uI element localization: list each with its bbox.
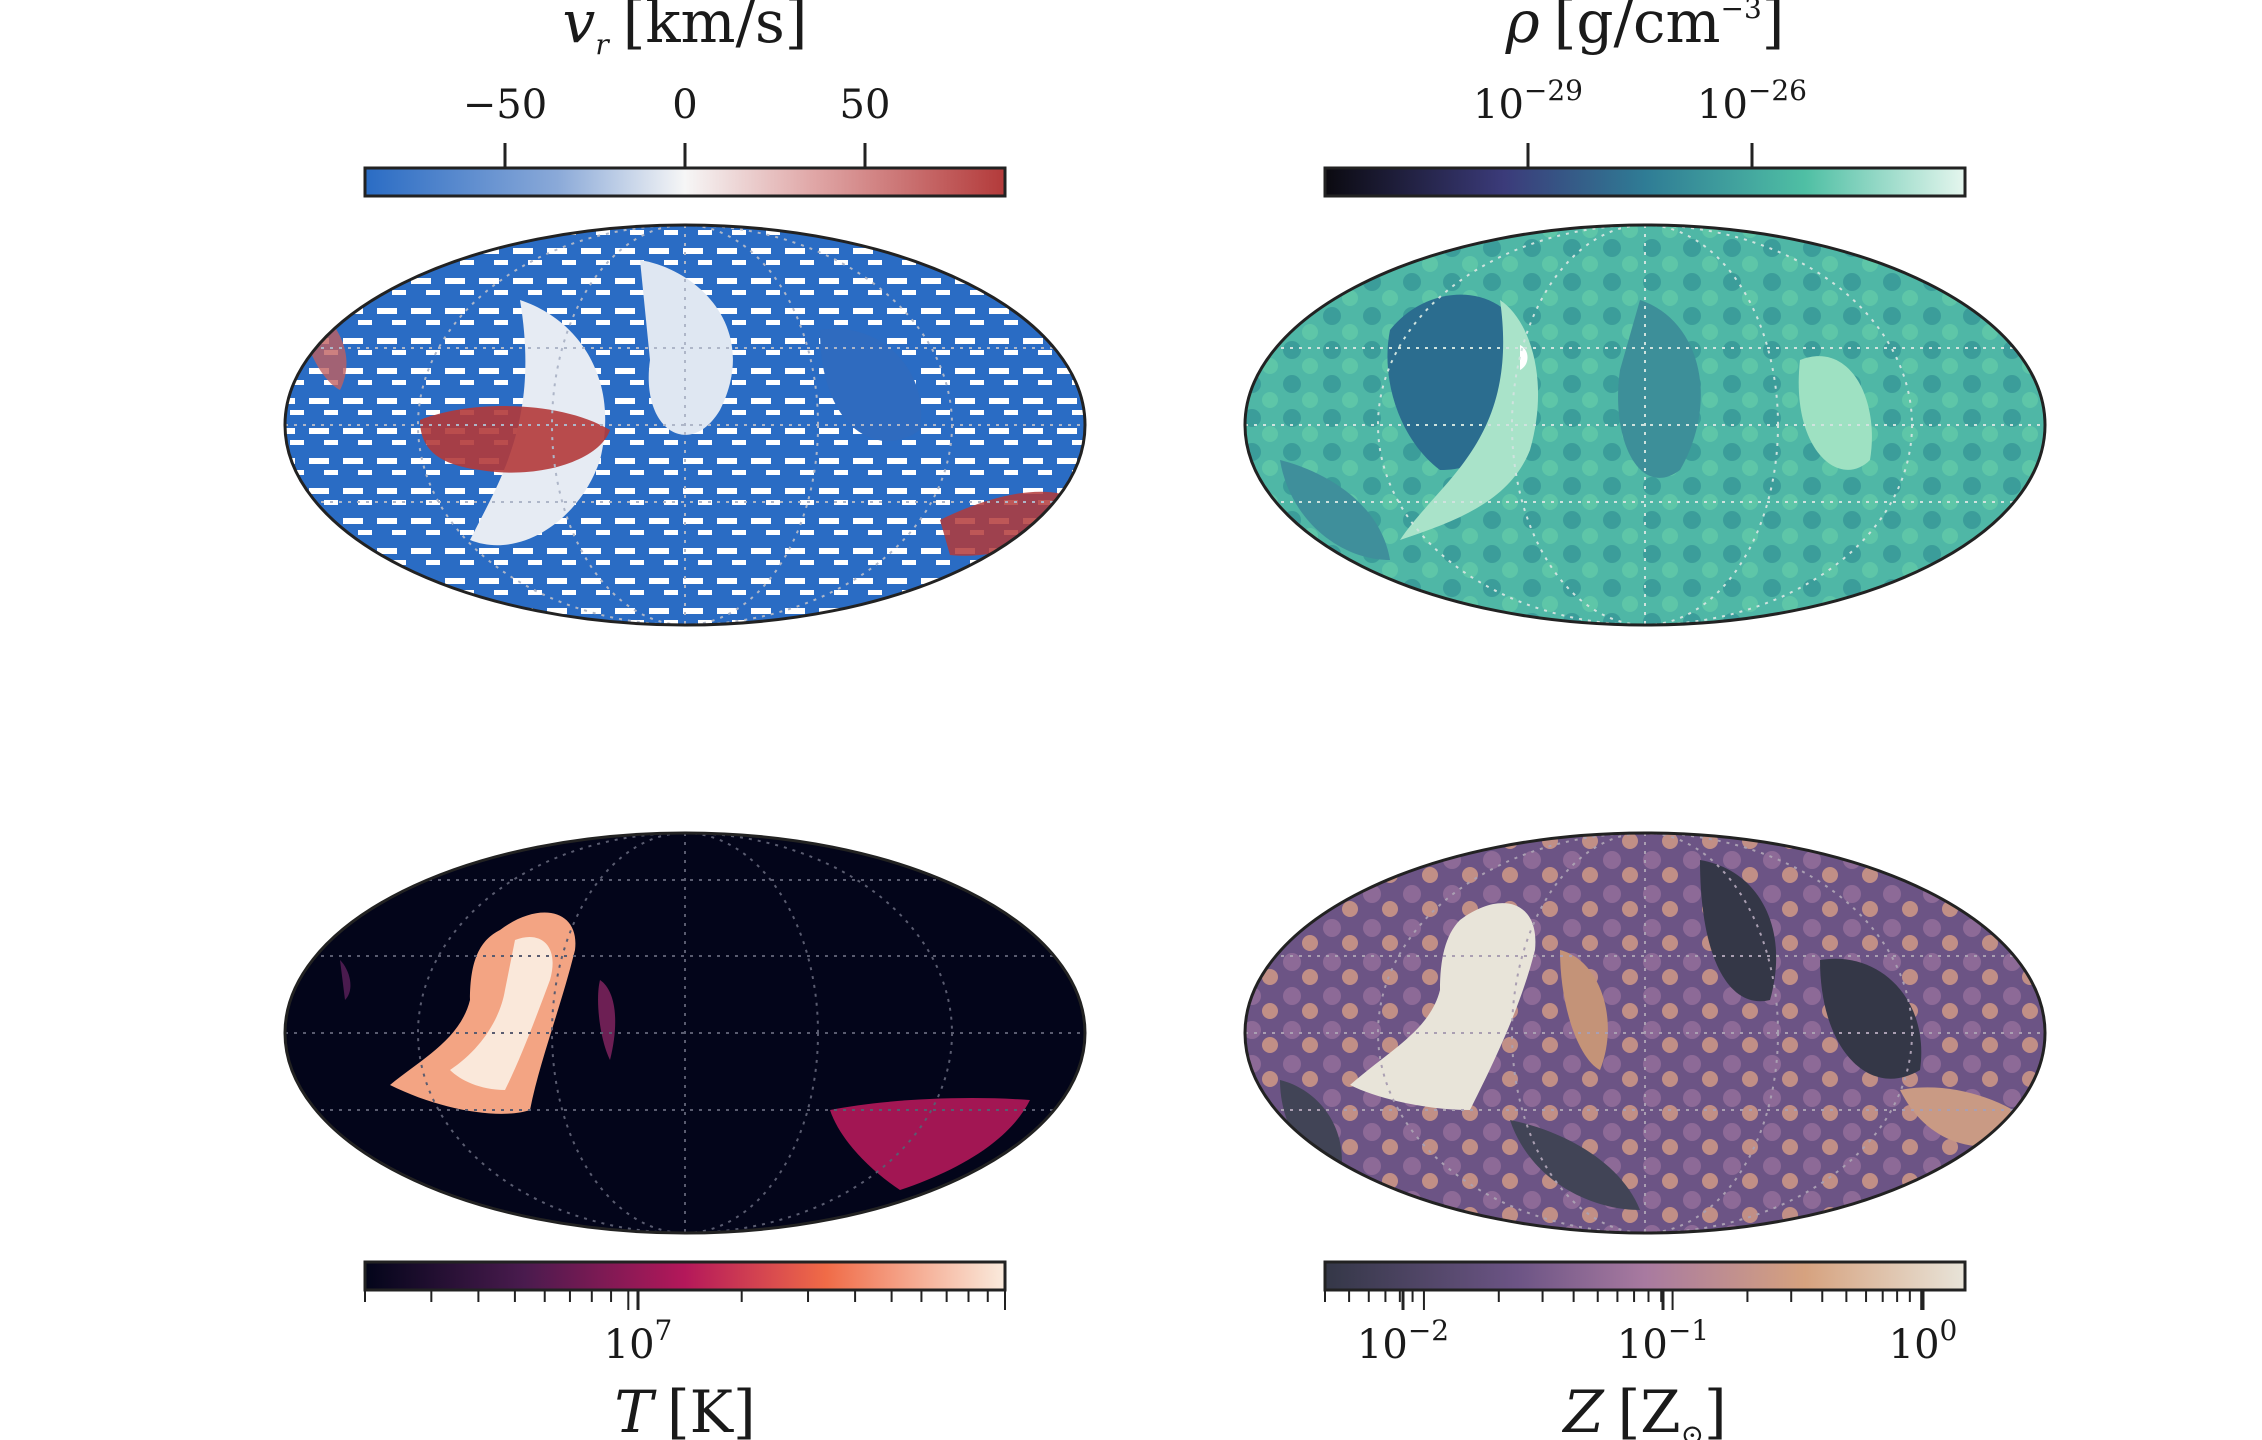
minor-ticks-Z (1324, 1290, 1923, 1310)
tick-label-vr: −50 (463, 82, 547, 128)
minor-ticks-T (364, 1290, 1006, 1310)
tick-label-Z: 10−1 (1617, 1314, 1709, 1368)
colorbar-label-rho: ρ [g/cm−3] (1505, 0, 1785, 56)
colorbar-T (363, 1260, 1007, 1292)
map-outline-vr (283, 223, 1087, 627)
map-outline-T (283, 831, 1087, 1235)
tick-label-Z: 10−2 (1357, 1314, 1449, 1368)
colorbar-vr (363, 166, 1007, 198)
panel-Z: 10−2 10−1 100 Z [Z⊙] (1243, 831, 2047, 1440)
colorbar-label-Z: Z [Z⊙] (1561, 1378, 1726, 1440)
map-outline-Z (1243, 831, 2047, 1235)
tick-label-rho: 10−26 (1697, 74, 1807, 128)
map-outline-rho (1243, 223, 2047, 627)
tick-label-Z: 100 (1889, 1314, 1958, 1368)
colorbar-Z (1323, 1260, 1967, 1292)
colorbar-rho (1323, 166, 1967, 198)
graticule-vr (285, 225, 1085, 625)
tick-label-T: 107 (604, 1314, 673, 1368)
tick-label-vr: 50 (840, 82, 891, 128)
colorbar-label-vr: vr [km/s] (563, 0, 808, 61)
tick-label-rho: 10−29 (1473, 74, 1583, 128)
graticule-Z (1245, 833, 2045, 1233)
colorbar-label-T: T [K] (614, 1378, 755, 1440)
tick-label-vr: 0 (672, 82, 697, 128)
panel-T: 107 T [K] (283, 831, 1087, 1440)
panel-rho: ρ [g/cm−3] 10−29 10−26 (1243, 0, 2047, 627)
graticule-rho (1245, 225, 2045, 625)
panel-vr: vr [km/s] −50 0 50 (283, 0, 1087, 627)
